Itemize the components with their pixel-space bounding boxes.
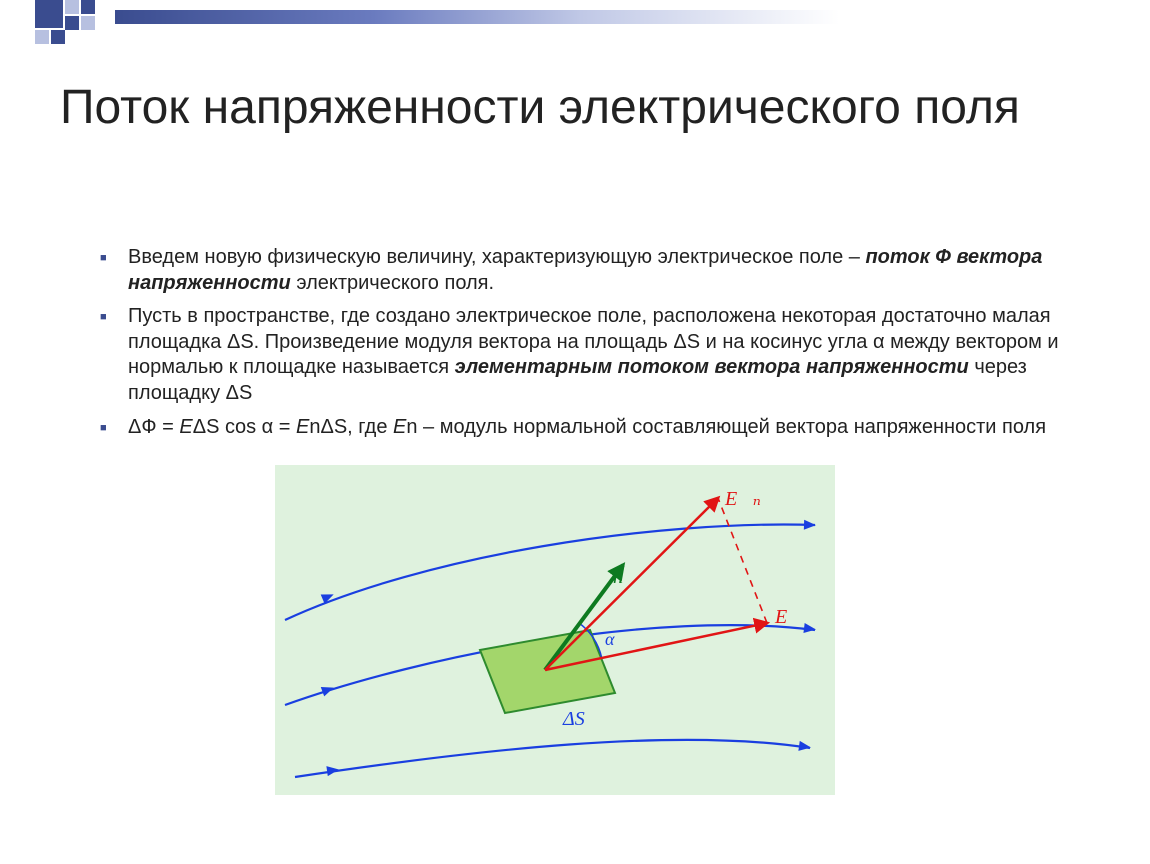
bullet-3e: nΔS, где [309,416,393,438]
decor-square [65,16,79,30]
bullet-3f: E [393,416,406,438]
svg-text:E⃗ₙ: E⃗ₙ [724,488,761,510]
bullet-3b: E [179,416,192,438]
decor-square [81,16,95,30]
svg-text:α: α [605,629,615,649]
bullet-2: Пусть в пространстве, где создано электр… [100,304,1095,406]
bullet-3: ΔФ = EΔS cos α = EnΔS, где En – модуль н… [100,415,1095,441]
slide-header-decor [0,0,1150,50]
bullet-3a: ΔФ = [128,416,179,438]
decor-square [51,30,65,44]
bullet-1: Введем новую физическую величину, характ… [100,245,1095,296]
decor-square [35,0,63,28]
svg-text:ΔS: ΔS [562,708,585,730]
svg-text:n⃗: n⃗ [613,566,639,588]
decor-square [65,0,79,14]
decor-gradient-bar [115,10,1150,24]
slide: Поток напряженности электрического поля … [0,0,1150,864]
bullet-3c: ΔS cos α = [193,416,296,438]
flux-diagram: ΔS α n⃗ E⃗ₙ E⃗ [275,465,835,795]
bullet-1-text-c: электрического поля. [291,272,494,294]
bullet-1-text-a: Введем новую физическую величину, характ… [128,246,865,268]
bullet-3g: n – модуль нормальной составляющей векто… [406,416,1046,438]
decor-square [35,30,49,44]
bullet-2-term: элементарным потоком вектора напряженнос… [455,356,969,378]
decor-square [81,0,95,14]
bullet-3d: E [296,416,309,438]
slide-body: Введем новую физическую величину, характ… [100,245,1095,448]
svg-text:E⃗: E⃗ [774,606,803,628]
slide-title: Поток напряженности электрического поля [60,78,1090,138]
